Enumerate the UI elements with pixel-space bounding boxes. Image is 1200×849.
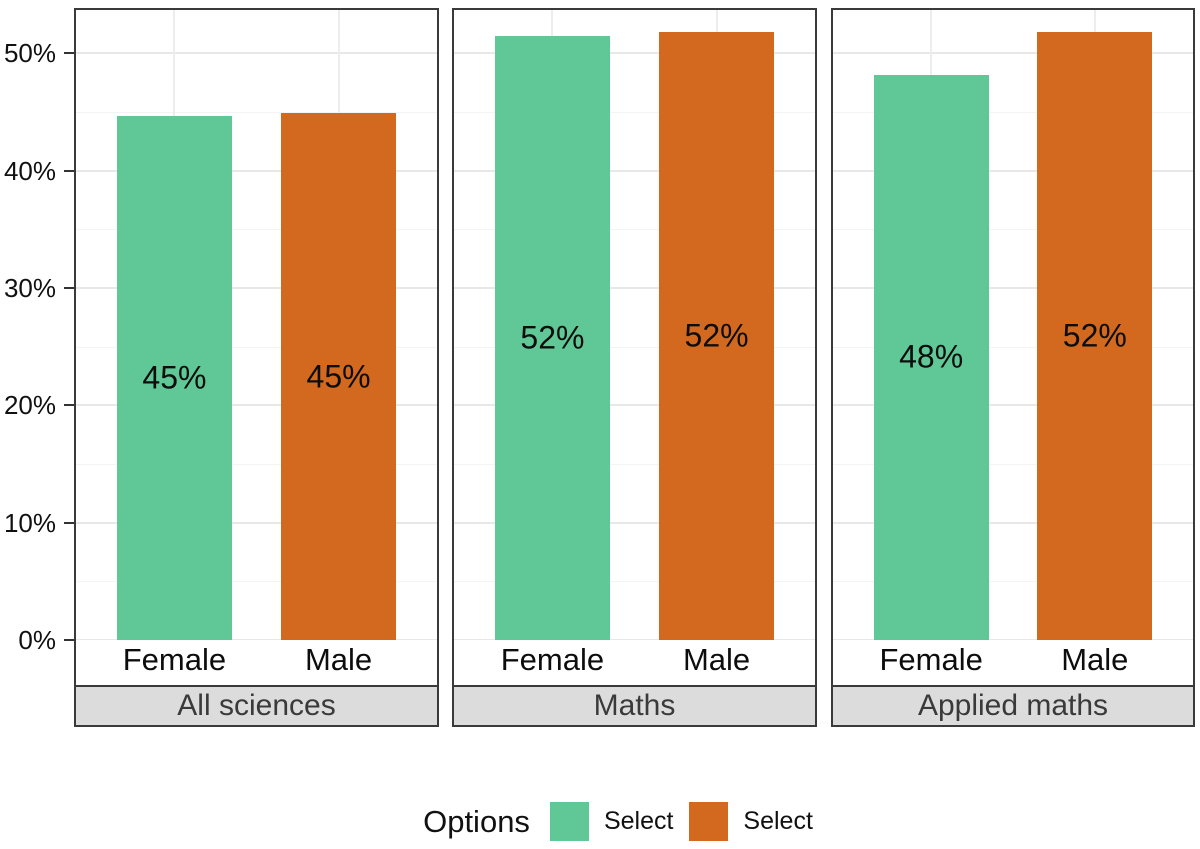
bar-female: 52%: [494, 35, 611, 640]
bar-value-label: 45%: [306, 358, 371, 395]
plot-area: 45% 45%: [76, 10, 437, 640]
gridline-minor: [454, 581, 815, 583]
facet-strip: Applied maths: [833, 685, 1193, 725]
plot-area: 52% 52%: [454, 10, 815, 640]
facet-strip-label: Maths: [593, 689, 676, 722]
gridline-major: [833, 639, 1193, 640]
bar-male: 45%: [280, 113, 397, 640]
gridline-major: [833, 52, 1193, 55]
y-axis-tick-label: 50%: [3, 38, 56, 69]
bar-male: 52%: [1037, 32, 1153, 640]
bar-value-label: 45%: [142, 359, 207, 396]
legend-item-label: Select: [743, 807, 813, 835]
y-axis-tick: [64, 639, 74, 641]
gridline-minor: [76, 464, 437, 466]
x-axis-labels: Female Male: [833, 640, 1193, 687]
bar-value-label: 52%: [684, 317, 749, 354]
gridline-major: [454, 521, 815, 524]
plot-area: 48% 52%: [833, 10, 1193, 640]
gridline-major: [454, 52, 815, 55]
gridline-major: [833, 169, 1193, 172]
gridline-major: [454, 169, 815, 172]
facet-strip-label: Applied maths: [917, 689, 1109, 722]
bar-male: 52%: [658, 32, 775, 640]
gridline-major: [76, 52, 437, 55]
gridline-major: [76, 404, 437, 407]
y-axis-tick-label: 30%: [3, 273, 56, 304]
gridline-major: [833, 404, 1193, 407]
gridline-major: [76, 639, 437, 640]
bar-female: 45%: [116, 115, 233, 640]
legend-swatch-green: [549, 802, 589, 841]
gridline-minor: [454, 346, 815, 348]
y-axis-tick-label: 0%: [18, 625, 56, 655]
facet-panel: 52% 52% Female Male Maths: [452, 8, 817, 727]
facet-strip-label: All sciences: [177, 689, 336, 722]
bar-value-label: 52%: [1062, 317, 1127, 354]
x-axis-category-label: Female: [500, 642, 605, 677]
gridline-major: [833, 287, 1193, 290]
x-axis-category-label: Male: [682, 642, 751, 677]
gridline-minor: [833, 112, 1193, 114]
facet-panel: 45% 45% Female Male All sciences: [74, 8, 439, 727]
gridline-major: [76, 169, 437, 172]
gridline-minor: [76, 346, 437, 348]
legend-item-label: Select: [603, 807, 674, 835]
legend-item: Select: [549, 802, 674, 841]
legend-items: Select Select: [549, 802, 813, 841]
gridline-minor: [76, 581, 437, 583]
gridline-minor: [454, 229, 815, 231]
y-axis-tick: [64, 404, 74, 407]
y-axis-tick-label: 10%: [3, 507, 56, 538]
gridline-major: [454, 287, 815, 290]
gridline-minor: [833, 464, 1193, 466]
legend-swatch-orange: [689, 802, 729, 841]
y-axis-tick: [64, 287, 74, 290]
legend-item: Select: [689, 802, 813, 841]
gridline-minor: [76, 112, 437, 114]
gridline-major: [76, 521, 437, 524]
x-axis-category-label: Female: [122, 642, 227, 677]
y-axis-tick: [64, 52, 74, 55]
gridline-minor: [454, 464, 815, 466]
legend: Options Select Select: [18, 794, 1200, 849]
gridline-major: [454, 404, 815, 407]
gridline-major: [76, 287, 437, 290]
x-axis-labels: Female Male: [454, 640, 815, 687]
gridline-minor: [833, 581, 1193, 583]
facet-strip: All sciences: [76, 685, 437, 725]
y-axis-tick-label: 40%: [3, 155, 56, 186]
legend-title: Options: [423, 803, 530, 839]
bar-value-label: 52%: [520, 319, 585, 356]
y-axis-tick-label: 20%: [3, 390, 56, 421]
gridline-major: [454, 639, 815, 640]
gridline-minor: [833, 229, 1193, 231]
gridline-minor: [454, 112, 815, 114]
gridline-major: [833, 521, 1193, 524]
facet-panel: 48% 52% Female Male Applied maths: [831, 8, 1195, 727]
x-axis-labels: Female Male: [76, 640, 437, 687]
gridline-minor: [833, 346, 1193, 348]
y-axis-tick: [64, 521, 74, 524]
y-axis-tick: [64, 169, 74, 172]
x-axis-category-label: Male: [1061, 642, 1129, 677]
x-axis-category-label: Female: [879, 642, 983, 677]
x-axis-category-label: Male: [304, 642, 373, 677]
facet-strip: Maths: [454, 685, 815, 725]
gridline-minor: [76, 229, 437, 231]
bar-value-label: 48%: [899, 338, 964, 375]
bar-female: 48%: [873, 74, 989, 640]
